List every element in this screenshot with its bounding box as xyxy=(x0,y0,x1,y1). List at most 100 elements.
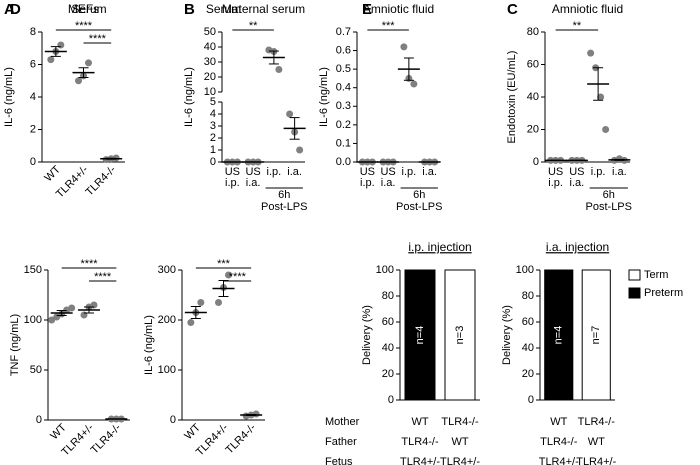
group-label: 6h xyxy=(278,189,290,201)
y-tick-label: 100 xyxy=(24,314,42,326)
y-tick-label: 100 xyxy=(158,364,176,376)
y-axis-label: TNF (ng/mL) xyxy=(9,314,21,376)
x-tick-label: US xyxy=(569,166,584,178)
x-tick-label: WT xyxy=(48,421,69,442)
y-tick-label: 300 xyxy=(158,264,176,276)
x-tick-label: US xyxy=(380,166,395,178)
legend-swatch xyxy=(628,269,641,281)
significance-label: **** xyxy=(75,20,93,32)
chart-title: MEFs xyxy=(68,2,99,16)
y-axis-label: Delivery (%) xyxy=(361,305,373,365)
significance-label: ** xyxy=(573,20,582,32)
y-tick-label: 100 xyxy=(516,264,534,276)
data-point xyxy=(225,271,232,279)
bar-label: n=7 xyxy=(590,326,602,345)
y-tick-label: 2 xyxy=(30,123,36,135)
table-cell: TLR4+/- xyxy=(440,456,480,465)
y-tick-label: 60 xyxy=(527,58,539,70)
x-tick-label: US xyxy=(245,166,260,178)
y-tick-label: 0 xyxy=(170,414,176,426)
y-tick-label: 0 xyxy=(36,414,42,426)
y-tick-label: 50 xyxy=(30,364,42,376)
y-axis-label: IL-6 (ng/mL) xyxy=(143,315,155,375)
group-label: Post-LPS xyxy=(261,201,307,213)
y-tick-label: 20 xyxy=(382,368,394,380)
bar-segment xyxy=(404,269,436,401)
chart-title: Amniotic fluid xyxy=(552,2,623,16)
y-tick-label: 60 xyxy=(382,316,394,328)
data-point xyxy=(275,66,283,73)
data-point xyxy=(400,43,408,51)
bar-segment xyxy=(581,269,611,401)
bar-label: n=4 xyxy=(553,326,565,345)
y-tick-label: 150 xyxy=(24,264,42,276)
legend-swatch xyxy=(628,287,641,299)
y-tick-label: 40 xyxy=(522,342,534,354)
group-label: 6h xyxy=(603,189,615,201)
x-tick-label: WT xyxy=(182,421,203,442)
y-tick-label: 8 xyxy=(30,26,36,38)
y-tick-label: 0.3 xyxy=(336,100,351,112)
y-tick-label: 0.4 xyxy=(336,82,351,94)
y-axis-label: Endotoxin (EU/mL) xyxy=(506,51,518,144)
data-point xyxy=(597,93,605,101)
y-tick-label: 4 xyxy=(30,91,36,103)
bar-label: n=4 xyxy=(414,326,426,345)
legend-label: Preterm xyxy=(644,287,683,299)
data-point xyxy=(187,319,195,326)
y-tick-label: 0.7 xyxy=(336,26,351,38)
table-cell: TLR4-/- xyxy=(540,436,578,448)
bar-segment xyxy=(544,269,574,401)
y-tick-label: 6 xyxy=(30,58,36,70)
y-tick-label: 0 xyxy=(533,156,539,168)
y-tick-label: 0.1 xyxy=(336,137,351,149)
panel-letter: B xyxy=(184,1,195,18)
significance-label: *** xyxy=(382,20,396,32)
chart-title: Amniotic fluid xyxy=(363,2,434,16)
significance-label: **** xyxy=(80,258,98,270)
y-tick-label: 20 xyxy=(204,71,216,83)
y-tick-label: 80 xyxy=(382,290,394,302)
x-tick-label: i.a. xyxy=(422,166,437,178)
x-tick-label: i.a. xyxy=(381,177,396,189)
x-tick-label: i.p. xyxy=(267,166,282,178)
y-tick-label: 100 xyxy=(376,264,394,276)
data-point xyxy=(587,49,595,57)
significance-label: **** xyxy=(94,271,112,283)
bar-segment xyxy=(444,269,476,401)
y-axis-label: IL-6 (ng/mL) xyxy=(318,67,330,127)
y-tick-label: 4 xyxy=(210,108,216,120)
x-tick-label: TLR4-/- xyxy=(223,421,258,456)
y-tick-label: 3 xyxy=(210,120,216,132)
y-tick-label: 40 xyxy=(204,41,216,53)
y-tick-label: 80 xyxy=(527,26,539,38)
data-point xyxy=(57,41,65,49)
chart-title: Serum xyxy=(206,2,241,16)
table-cell: TLR4-/- xyxy=(578,416,616,428)
y-tick-label: 0 xyxy=(30,156,36,168)
table-row-label: Mother xyxy=(325,416,360,428)
significance-label: **** xyxy=(89,33,107,45)
x-tick-label: i.p. xyxy=(225,177,240,189)
y-axis-label: IL-6 (ng/mL) xyxy=(3,67,15,127)
table-cell: TLR4-/- xyxy=(401,436,439,448)
bar-label: n=3 xyxy=(454,326,466,345)
table-cell: WT xyxy=(451,436,468,448)
x-tick-label: i.p. xyxy=(360,177,375,189)
y-tick-label: 2 xyxy=(210,132,216,144)
y-tick-label: 0.6 xyxy=(336,44,351,56)
y-tick-label: 200 xyxy=(158,314,176,326)
x-tick-label: i.p. xyxy=(548,177,563,189)
table-row-label: Fetus xyxy=(325,456,353,465)
chart-title: i.a. injection xyxy=(546,240,609,254)
table-cell: WT xyxy=(588,436,605,448)
y-tick-label: 0 xyxy=(388,394,394,406)
x-tick-label: WT xyxy=(42,163,63,184)
y-tick-label: 30 xyxy=(204,56,216,68)
y-axis-label: Delivery (%) xyxy=(501,305,513,365)
x-tick-label: i.p. xyxy=(402,166,417,178)
y-tick-label: 20 xyxy=(522,368,534,380)
y-tick-label: 40 xyxy=(527,91,539,103)
